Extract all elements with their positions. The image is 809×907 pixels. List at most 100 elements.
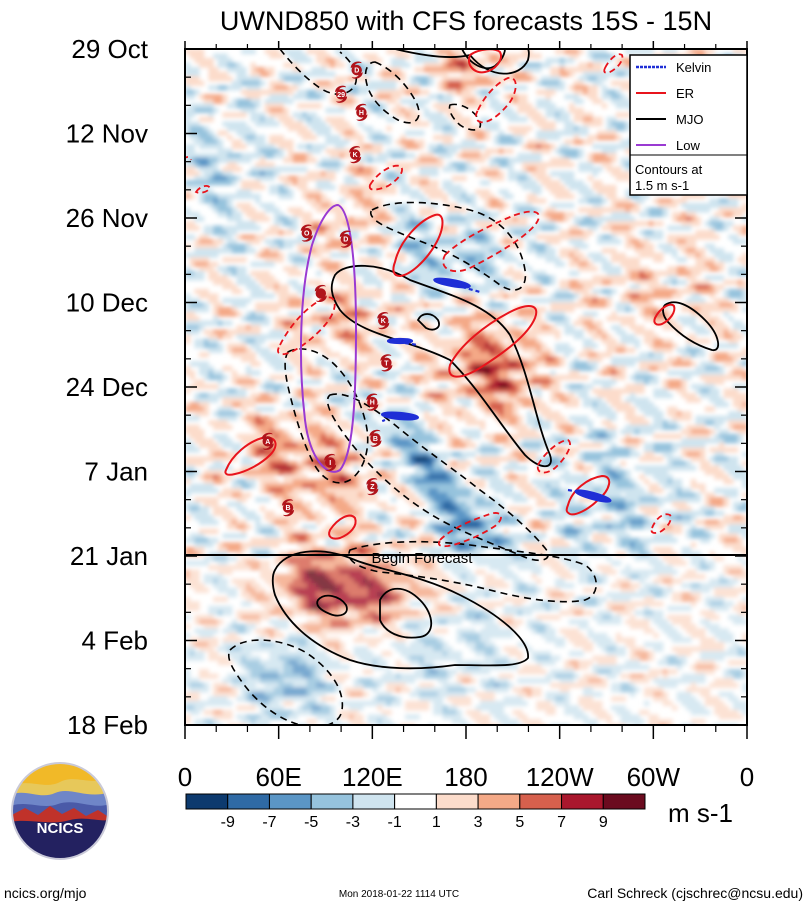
heatmap-cell — [512, 58, 519, 64]
heatmap-cell — [601, 189, 608, 195]
heatmap-cell — [601, 130, 608, 136]
heatmap-cell — [559, 49, 565, 55]
heatmap-cell — [428, 334, 434, 340]
heatmap-cell — [737, 270, 743, 276]
heatmap-cell — [241, 343, 247, 349]
heatmap-cell — [302, 334, 308, 340]
heatmap-cell — [316, 270, 322, 276]
heatmap-cell — [451, 230, 458, 236]
heatmap-cell — [409, 302, 416, 308]
heatmap-cell — [480, 343, 486, 349]
heatmap-cell — [353, 180, 359, 186]
heatmap-cell — [550, 144, 556, 150]
heatmap-cell — [578, 234, 584, 240]
heatmap-cell — [199, 288, 205, 295]
heatmap-cell — [559, 316, 565, 322]
heatmap-cell — [620, 261, 626, 267]
heatmap-cell — [395, 297, 402, 304]
heatmap-cell — [231, 248, 238, 254]
heatmap-cell — [629, 234, 636, 240]
heatmap-cell — [672, 234, 678, 240]
heatmap-cell — [264, 230, 270, 236]
heatmap-cell — [639, 49, 645, 55]
heatmap-cell — [283, 288, 289, 295]
heatmap-cell — [199, 62, 205, 68]
heatmap-cell — [292, 67, 298, 73]
heatmap-cell — [508, 166, 514, 172]
heatmap-cell — [536, 311, 542, 317]
heatmap-cell — [498, 316, 505, 322]
heatmap-cell — [236, 275, 242, 281]
heatmap-cell — [409, 98, 416, 104]
heatmap-cell — [466, 62, 472, 68]
heatmap-cell — [625, 112, 631, 118]
heatmap-cell — [428, 338, 434, 344]
heatmap-cell — [259, 311, 266, 317]
heatmap-cell — [292, 211, 298, 218]
heatmap-cell — [423, 288, 430, 295]
heatmap-cell — [615, 266, 622, 272]
heatmap-cell — [732, 234, 739, 240]
heatmap-cell — [648, 297, 654, 304]
heatmap-cell — [250, 261, 256, 267]
heatmap-cell — [480, 94, 486, 100]
heatmap-cell — [442, 343, 448, 349]
heatmap-cell — [554, 49, 561, 55]
heatmap-cell — [569, 193, 575, 199]
heatmap-cell — [330, 148, 336, 154]
heatmap-cell — [433, 71, 439, 77]
heatmap-cell — [358, 166, 364, 172]
heatmap-cell — [714, 248, 720, 254]
heatmap-cell — [597, 288, 603, 295]
heatmap-cell — [419, 279, 425, 285]
heatmap-cell — [475, 67, 481, 73]
heatmap-cell — [320, 307, 327, 313]
heatmap-cell — [709, 316, 715, 322]
heatmap-cell — [480, 266, 486, 272]
heatmap-cell — [728, 202, 734, 209]
heatmap-cell — [316, 243, 322, 249]
heatmap-cell — [320, 202, 327, 209]
heatmap-cell — [334, 98, 341, 104]
heatmap-cell — [573, 89, 579, 95]
heatmap-cell — [236, 139, 242, 145]
heatmap-cell — [494, 211, 500, 218]
heatmap-cell — [559, 85, 565, 91]
heatmap-cell — [278, 53, 284, 59]
heatmap-cell — [405, 112, 411, 118]
heatmap-cell — [334, 266, 341, 272]
heatmap-cell — [292, 85, 298, 91]
heatmap-cell — [362, 148, 369, 154]
heatmap-cell — [480, 89, 486, 95]
heatmap-cell — [306, 343, 313, 349]
heatmap-cell — [386, 153, 392, 159]
heatmap-cell — [377, 338, 383, 344]
heatmap-cell — [517, 311, 523, 317]
heatmap-cell — [423, 211, 430, 218]
heatmap-cell — [255, 171, 261, 177]
heatmap-cell — [344, 307, 350, 313]
heatmap-cell — [185, 94, 191, 100]
heatmap-cell — [250, 80, 256, 86]
heatmap-cell — [227, 157, 233, 163]
heatmap-cell — [283, 320, 289, 326]
heatmap-cell — [297, 261, 303, 267]
heatmap-cell — [658, 320, 664, 326]
heatmap-cell — [409, 193, 416, 199]
heatmap-cell — [348, 162, 355, 168]
heatmap-cell — [597, 53, 603, 59]
heatmap-cell — [475, 207, 481, 213]
heatmap-cell — [353, 202, 359, 209]
heatmap-cell — [264, 175, 270, 181]
heatmap-cell — [395, 67, 402, 73]
heatmap-cell — [732, 207, 739, 213]
heatmap-cell — [250, 211, 256, 218]
heatmap-cell — [536, 243, 542, 249]
heatmap-cell — [732, 320, 739, 326]
heatmap-cell — [199, 58, 205, 64]
heatmap-cell — [325, 225, 331, 231]
heatmap-cell — [199, 343, 205, 349]
heatmap-cell — [545, 89, 551, 95]
heatmap-cell — [297, 157, 303, 163]
